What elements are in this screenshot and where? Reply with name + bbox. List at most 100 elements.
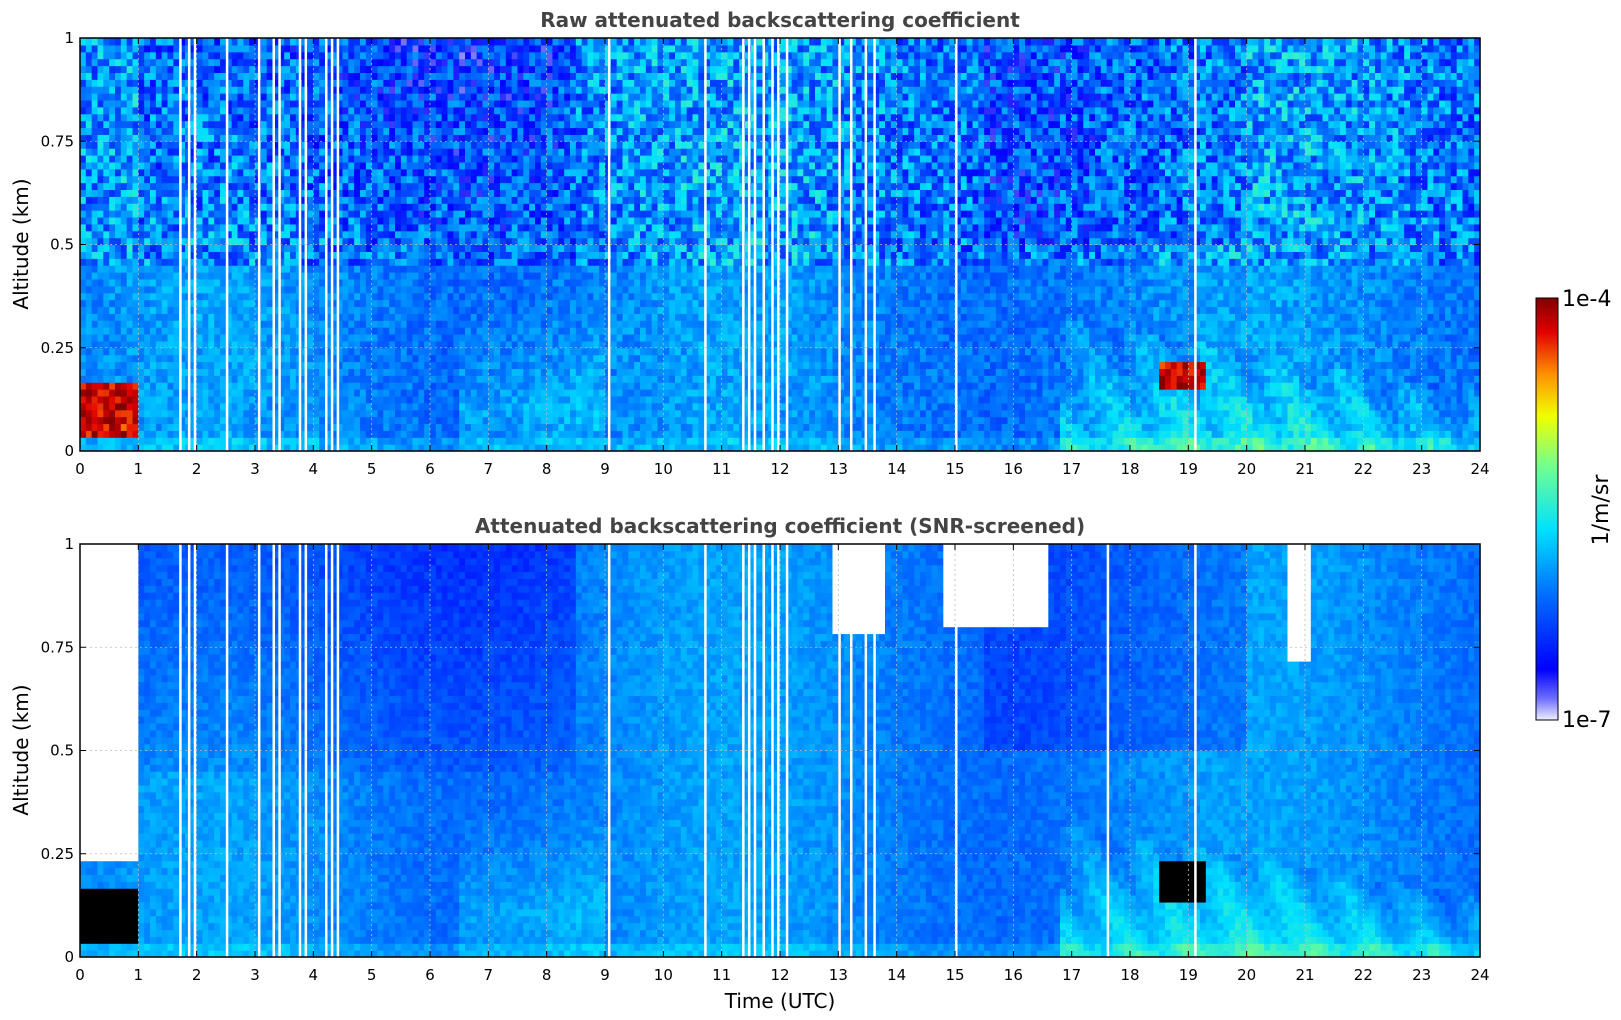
heatmap-cell [232, 430, 238, 437]
heatmap-cell [197, 320, 203, 327]
heatmap-cell [459, 430, 465, 437]
heatmap-cell [203, 355, 209, 362]
heatmap-cell [162, 245, 168, 252]
heatmap-cell [354, 334, 360, 341]
heatmap-cell [319, 134, 325, 141]
heatmap-cell [308, 251, 314, 258]
heatmap-cell [284, 382, 290, 389]
heatmap-cell [144, 45, 150, 52]
heatmap-cell [465, 410, 471, 417]
heatmap-cell [208, 430, 214, 437]
heatmap-cell [121, 410, 127, 417]
heatmap-cell [395, 389, 401, 396]
heatmap-cell [138, 72, 144, 79]
heatmap-cell [214, 272, 220, 279]
heatmap-cell [348, 382, 354, 389]
heatmap-cell [115, 320, 121, 327]
heatmap-cell [121, 341, 127, 348]
heatmap-cell [430, 251, 436, 258]
heatmap-cell [243, 437, 249, 444]
heatmap-cell [354, 313, 360, 320]
heatmap-cell [471, 334, 477, 341]
heatmap-cell [214, 265, 220, 272]
heatmap-cell [138, 45, 144, 52]
heatmap-cell [389, 437, 395, 444]
heatmap-cell [232, 348, 238, 355]
heatmap-cell [284, 72, 290, 79]
heatmap-cell [372, 293, 378, 300]
heatmap-cell [284, 320, 290, 327]
heatmap-cell [418, 100, 424, 107]
heatmap-cell [418, 210, 424, 217]
heatmap-cell [173, 141, 179, 148]
heatmap-cell [243, 127, 249, 134]
heatmap-cell [214, 176, 220, 183]
heatmap-cell [313, 272, 319, 279]
heatmap-cell [232, 382, 238, 389]
heatmap-cell [477, 134, 483, 141]
heatmap-cell [220, 224, 226, 231]
heatmap-cell [436, 430, 442, 437]
heatmap-cell [418, 59, 424, 66]
heatmap-cell [86, 375, 92, 382]
heatmap-cell [442, 403, 448, 410]
heatmap-cell [214, 410, 220, 417]
heatmap-cell [418, 127, 424, 134]
heatmap-cell [197, 176, 203, 183]
heatmap-cell [121, 217, 127, 224]
heatmap-cell [436, 121, 442, 128]
heatmap-cell [389, 86, 395, 93]
heatmap-cell [413, 217, 419, 224]
heatmap-cell [121, 141, 127, 148]
heatmap-cell [214, 300, 220, 307]
heatmap-cell [156, 79, 162, 86]
heatmap-cell [232, 355, 238, 362]
heatmap-cell [80, 403, 86, 410]
heatmap-cell [465, 265, 471, 272]
heatmap-cell [372, 148, 378, 155]
heatmap-cell [378, 403, 384, 410]
heatmap-cell [319, 59, 325, 66]
heatmap-cell [214, 217, 220, 224]
heatmap-cell [407, 300, 413, 307]
heatmap-cell [92, 327, 98, 334]
heatmap-cell [243, 355, 249, 362]
heatmap-cell [238, 238, 244, 245]
heatmap-cell [162, 423, 168, 430]
heatmap-cell [238, 38, 244, 45]
heatmap-cell [389, 245, 395, 252]
heatmap-cell [238, 389, 244, 396]
heatmap-cell [156, 45, 162, 52]
heatmap-cell [465, 272, 471, 279]
heatmap-cell [243, 155, 249, 162]
heatmap-cell [98, 224, 104, 231]
heatmap-cell [92, 52, 98, 59]
heatmap-cell [453, 93, 459, 100]
heatmap-cell [133, 306, 139, 313]
heatmap-cell [203, 121, 209, 128]
heatmap-cell [80, 189, 86, 196]
heatmap-cell [372, 100, 378, 107]
heatmap-cell [319, 72, 325, 79]
heatmap-cell [173, 334, 179, 341]
heatmap-cell [372, 59, 378, 66]
heatmap-cell [220, 300, 226, 307]
heatmap-cell [418, 114, 424, 121]
heatmap-cell [173, 134, 179, 141]
heatmap-cell [138, 293, 144, 300]
heatmap-cell [442, 300, 448, 307]
heatmap-cell [238, 279, 244, 286]
heatmap-cell [442, 327, 448, 334]
heatmap-cell [150, 210, 156, 217]
heatmap-cell [150, 286, 156, 293]
heatmap-cell [238, 258, 244, 265]
heatmap-cell [348, 245, 354, 252]
heatmap-cell [471, 196, 477, 203]
heatmap-cell [343, 45, 349, 52]
heatmap-cell [92, 231, 98, 238]
heatmap-cell [418, 224, 424, 231]
heatmap-cell [407, 368, 413, 375]
heatmap-cell [477, 375, 483, 382]
heatmap-cell [267, 410, 273, 417]
heatmap-cell [156, 320, 162, 327]
